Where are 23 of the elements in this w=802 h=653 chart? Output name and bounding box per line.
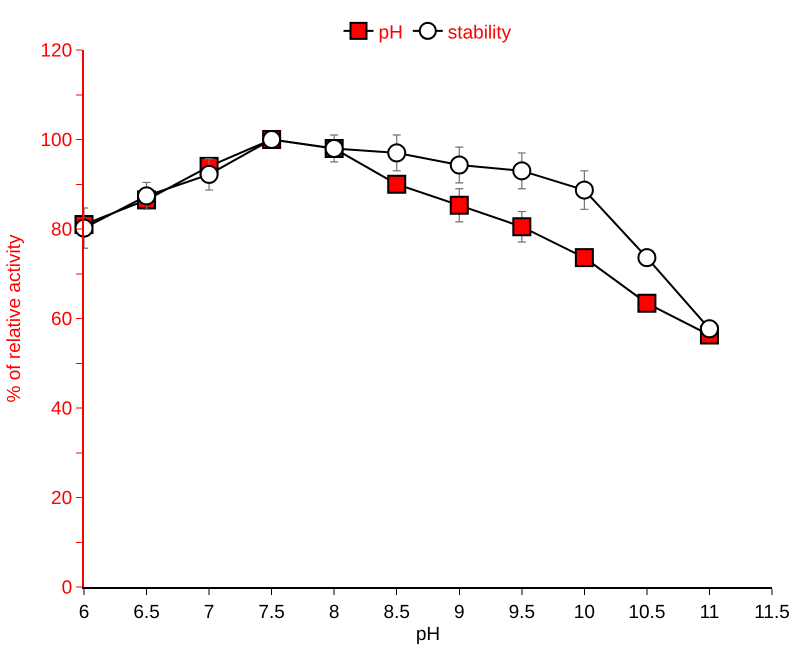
x-tick-label: 9 xyxy=(454,602,465,623)
x-tick-label: 11 xyxy=(700,602,720,623)
x-tick-label: 7 xyxy=(204,602,214,623)
legend-label: pH xyxy=(378,22,403,44)
x-tick-label: 10 xyxy=(574,602,595,623)
x-tick-label: 11.5 xyxy=(754,602,790,623)
y-tick-label: 100 xyxy=(40,130,72,152)
x-tick-label: 8.5 xyxy=(384,602,410,623)
x-tick-label: 6 xyxy=(78,602,90,623)
y-tick-label: 20 xyxy=(51,488,72,510)
y-tick-label: 120 xyxy=(40,40,72,62)
y-axis-title: % of relative activity xyxy=(4,234,25,402)
y-tick-label: 80 xyxy=(51,220,72,241)
legend-label: stability xyxy=(448,22,512,44)
x-tick-label: 8 xyxy=(328,602,340,623)
y-tick-label: 0 xyxy=(62,578,72,599)
y-tick-label: 40 xyxy=(51,398,72,420)
x-tick-label: 6.5 xyxy=(133,602,160,623)
x-tick-label: 7.5 xyxy=(258,602,285,623)
y-tick-label: 60 xyxy=(51,309,72,330)
x-axis-title: pH xyxy=(416,624,440,646)
x-tick-label: 10.5 xyxy=(628,602,666,623)
x-tick-label: 9.5 xyxy=(508,602,536,623)
